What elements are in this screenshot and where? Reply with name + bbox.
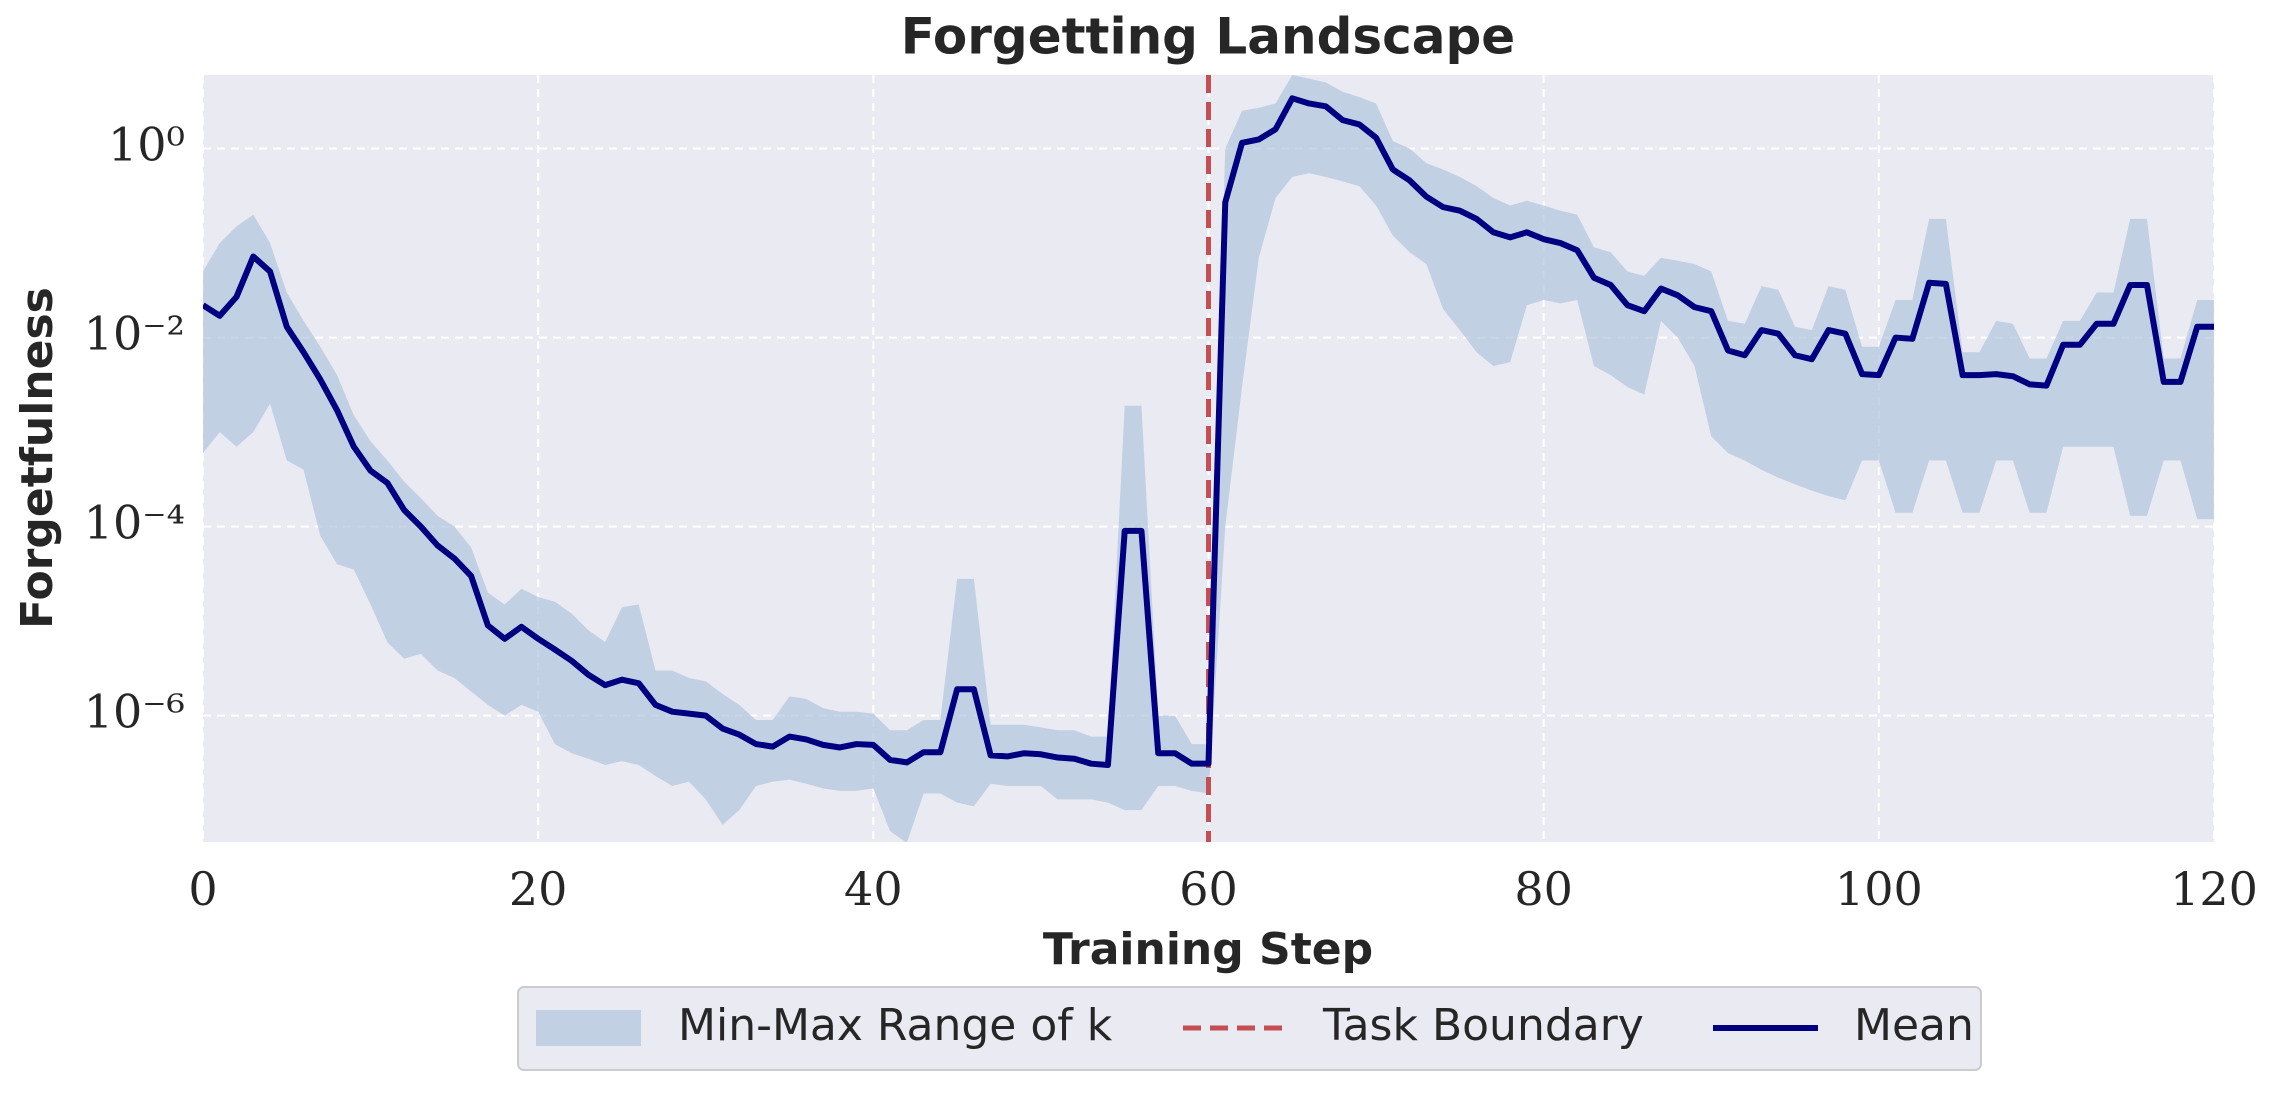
x-axis-label: Training Step [1043, 924, 1373, 975]
x-tick-label: 120 [2170, 862, 2258, 916]
x-tick-label: 40 [844, 862, 903, 916]
x-tick-label: 0 [188, 862, 217, 916]
legend-label: Mean [1854, 1000, 1974, 1051]
range-band [203, 75, 2214, 842]
y-tick-label: 10⁻⁴ [84, 496, 185, 550]
y-tick-label: 10⁻⁶ [84, 685, 185, 739]
x-tick-label: 20 [509, 862, 568, 916]
y-tick-label: 10⁰ [108, 118, 185, 172]
legend: Min-Max Range of k Task Boundary Mean [517, 986, 1982, 1071]
x-tick-label: 100 [1835, 862, 1923, 916]
y-axis-label: Forgetfulness [12, 287, 63, 629]
legend-swatch [536, 1010, 641, 1046]
y-tick-label: 10⁻² [84, 307, 185, 361]
legend-label: Task Boundary [1322, 1000, 1644, 1051]
x-tick-label: 60 [1179, 862, 1238, 916]
legend-label: Min-Max Range of k [678, 1000, 1113, 1051]
mean-line [203, 95, 2214, 769]
chart-title: Forgetting Landscape [901, 8, 1515, 66]
x-tick-label: 80 [1514, 862, 1573, 916]
